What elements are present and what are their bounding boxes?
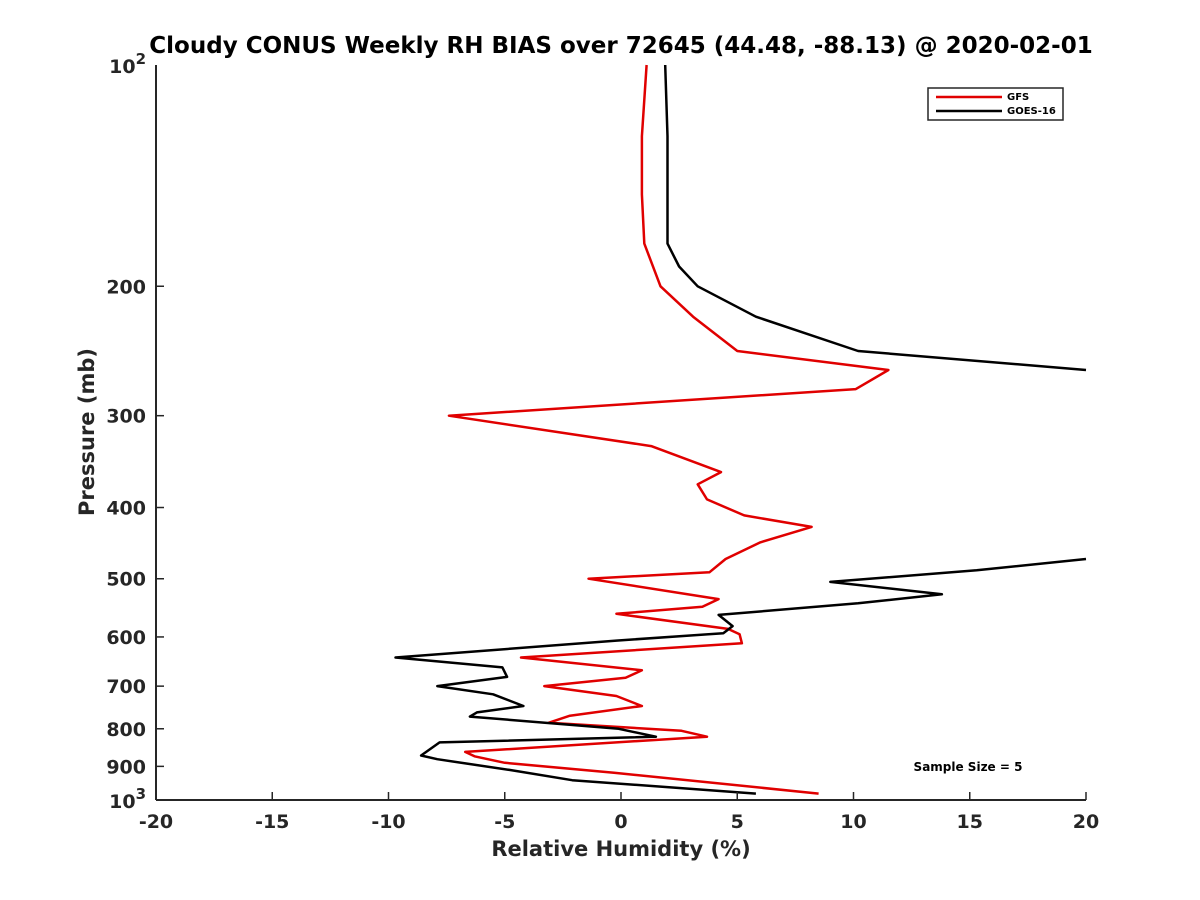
y-axis-ticks: 200 300 400 500 600 700 800 900 102 103 (106, 50, 164, 813)
x-axis-ticks: -20 -15 -10 -5 0 5 10 15 20 (139, 792, 1099, 833)
y-tick-label: 103 (109, 785, 146, 813)
x-tick-label: -5 (494, 811, 515, 833)
y-tick-label: 200 (106, 276, 146, 298)
y-tick-label: 800 (106, 719, 146, 741)
y-axis-label: Pressure (mb) (75, 348, 99, 516)
series-layer (394, 64, 1087, 795)
x-tick-label: 10 (840, 811, 866, 833)
chart-title: Cloudy CONUS Weekly RH BIAS over 72645 (… (149, 33, 1092, 59)
y-tick-label: 400 (106, 498, 146, 520)
series-line-gfs (447, 64, 890, 795)
y-tick-label: 600 (106, 627, 146, 649)
series-line-goes-16 (394, 64, 1087, 795)
x-tick-label: 15 (957, 811, 983, 833)
x-tick-label: -20 (139, 811, 173, 833)
y-tick-label: 102 (109, 50, 146, 78)
sample-size-annotation: Sample Size = 5 (914, 760, 1023, 774)
x-tick-label: -10 (371, 811, 405, 833)
x-tick-label: 0 (614, 811, 627, 833)
x-tick-label: 20 (1073, 811, 1099, 833)
legend-label-gfs: GFS (1007, 92, 1029, 103)
x-tick-label: 5 (731, 811, 744, 833)
legend-label-goes-16: GOES-16 (1007, 106, 1056, 117)
y-tick-label: 700 (106, 676, 146, 698)
y-tick-label: 500 (106, 569, 146, 591)
y-tick-label: 300 (106, 406, 146, 428)
x-axis-label: Relative Humidity (%) (491, 837, 750, 861)
x-tick-label: -15 (255, 811, 289, 833)
legend: GFS GOES-16 (927, 87, 1064, 121)
legend-box (927, 87, 1064, 121)
y-tick-label: 900 (106, 756, 146, 778)
